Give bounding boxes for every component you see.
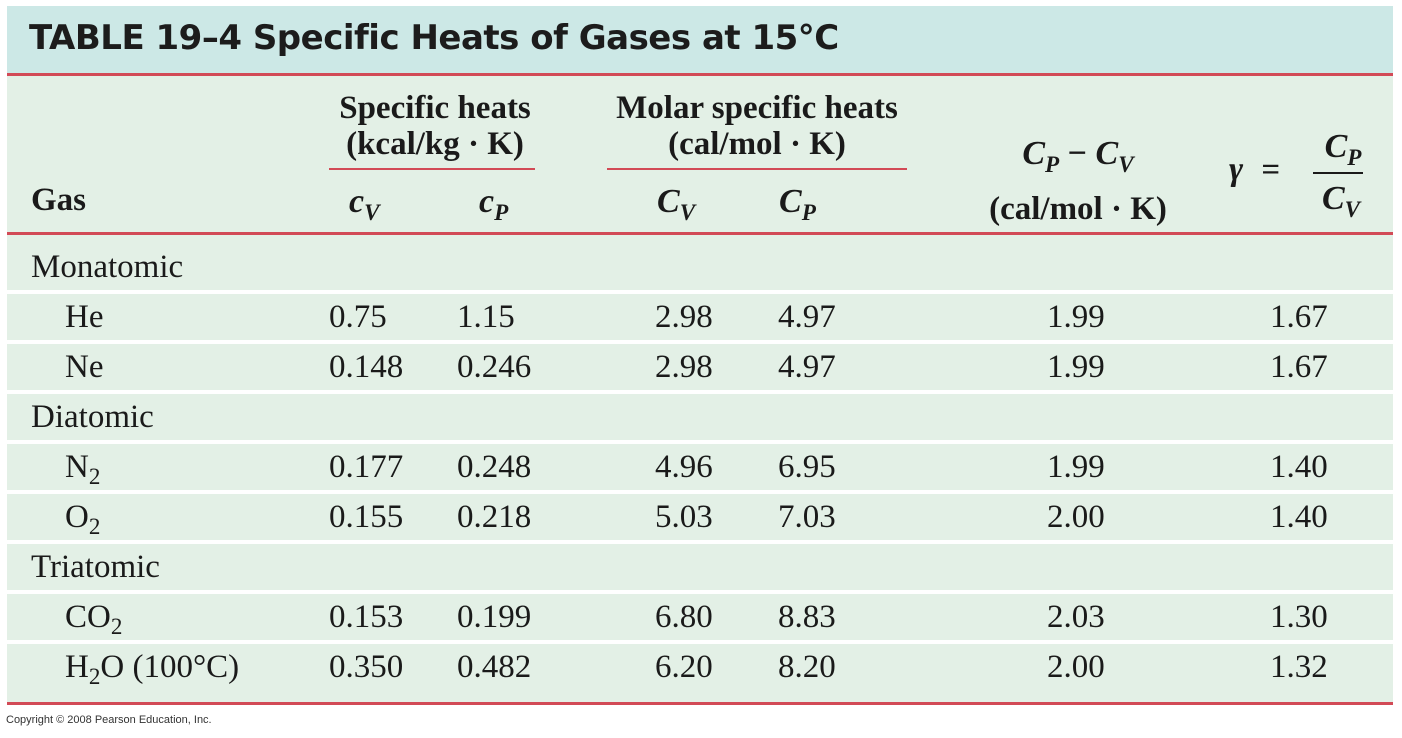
gamma-value: 1.32 bbox=[1270, 649, 1328, 685]
group-row-monatomic: Monatomic bbox=[7, 244, 1393, 290]
gamma-value: 1.67 bbox=[1270, 299, 1328, 335]
gamma-value: 1.40 bbox=[1270, 449, 1328, 485]
header-molar-specific-heats: Molar specific heats (cal/mol · K) bbox=[605, 90, 909, 162]
difference-value: 1.99 bbox=[1047, 449, 1105, 485]
gas-name: CO2 bbox=[65, 599, 123, 639]
molar-cv-value: 6.20 bbox=[655, 649, 713, 685]
group-label: Diatomic bbox=[31, 399, 154, 435]
cv-value: 0.177 bbox=[329, 449, 404, 485]
molar-cv-value: 2.98 bbox=[655, 299, 713, 335]
header-specific-heats: Specific heats (kcal/kg · K) bbox=[325, 90, 545, 162]
gamma-value: 1.67 bbox=[1270, 349, 1328, 385]
gas-name: H2O (100°C) bbox=[65, 649, 240, 689]
difference-value: 2.00 bbox=[1047, 649, 1105, 685]
gamma-value: 1.30 bbox=[1270, 599, 1328, 635]
molar-cv-value: 4.96 bbox=[655, 449, 713, 485]
header-cv-upper: CV bbox=[657, 183, 696, 227]
gamma-fraction-line bbox=[1313, 172, 1363, 174]
molar-cp-value: 7.03 bbox=[778, 499, 836, 535]
copyright-notice: Copyright © 2008 Pearson Education, Inc. bbox=[6, 714, 212, 726]
group-label: Triatomic bbox=[31, 549, 160, 585]
header-cp-minus-cv: CP − CV (cal/mol · K) bbox=[973, 136, 1183, 228]
difference-value: 1.99 bbox=[1047, 299, 1105, 335]
header-diff-units: (cal/mol · K) bbox=[989, 191, 1167, 228]
gamma-denominator: CV bbox=[1321, 180, 1361, 224]
bottom-rule bbox=[7, 702, 1393, 705]
header-cp-lower: cP bbox=[479, 183, 509, 227]
gas-name: He bbox=[65, 299, 104, 335]
cp-value: 0.482 bbox=[457, 649, 532, 685]
cv-value: 0.350 bbox=[329, 649, 404, 685]
cv-value: 0.75 bbox=[329, 299, 387, 335]
cv-value: 0.155 bbox=[329, 499, 404, 535]
header-gamma: γ = bbox=[1229, 151, 1281, 189]
difference-value: 1.99 bbox=[1047, 349, 1105, 385]
header-cp-upper: CP bbox=[779, 183, 816, 227]
molar-cp-value: 8.20 bbox=[778, 649, 836, 685]
gas-name: N2 bbox=[65, 449, 101, 489]
header-gas: Gas bbox=[31, 182, 87, 218]
group-row-diatomic: Diatomic bbox=[7, 390, 1393, 440]
group-row-triatomic: Triatomic bbox=[7, 540, 1393, 590]
cp-value: 0.246 bbox=[457, 349, 532, 385]
molar-cp-value: 6.95 bbox=[778, 449, 836, 485]
table-row: Ne 0.148 0.246 2.98 4.97 1.99 1.67 bbox=[7, 340, 1393, 390]
table-row: O2 0.155 0.218 5.03 7.03 2.00 1.40 bbox=[7, 490, 1393, 540]
specific-heats-table: TABLE 19–4 Specific Heats of Gases at 15… bbox=[7, 6, 1393, 705]
table-row: H2O (100°C) 0.350 0.482 6.20 8.20 2.00 1… bbox=[7, 640, 1393, 690]
difference-value: 2.00 bbox=[1047, 499, 1105, 535]
molar-cp-value: 4.97 bbox=[778, 299, 836, 335]
cp-value: 1.15 bbox=[457, 299, 515, 335]
gas-name: O2 bbox=[65, 499, 101, 539]
table-row: He 0.75 1.15 2.98 4.97 1.99 1.67 bbox=[7, 290, 1393, 340]
cp-value: 0.218 bbox=[457, 499, 532, 535]
gamma-numerator: CP bbox=[1324, 128, 1362, 172]
molar-cp-value: 8.83 bbox=[778, 599, 836, 635]
group-label: Monatomic bbox=[31, 249, 184, 285]
title-bar: TABLE 19–4 Specific Heats of Gases at 15… bbox=[7, 6, 1393, 74]
table-title: TABLE 19–4 Specific Heats of Gases at 15… bbox=[29, 18, 839, 58]
gas-name: Ne bbox=[65, 349, 104, 385]
molar-cv-value: 5.03 bbox=[655, 499, 713, 535]
table-row: CO2 0.153 0.199 6.80 8.83 2.03 1.30 bbox=[7, 590, 1393, 640]
cv-value: 0.153 bbox=[329, 599, 404, 635]
difference-value: 2.03 bbox=[1047, 599, 1105, 635]
table-row: N2 0.177 0.248 4.96 6.95 1.99 1.40 bbox=[7, 440, 1393, 490]
header-molar-units: (cal/mol · K) bbox=[668, 126, 846, 162]
gamma-value: 1.40 bbox=[1270, 499, 1328, 535]
molar-heats-underline bbox=[607, 168, 907, 170]
cv-value: 0.148 bbox=[329, 349, 404, 385]
header-cv-lower: cV bbox=[349, 183, 380, 227]
cp-value: 0.248 bbox=[457, 449, 532, 485]
header-specific-heats-units: (kcal/kg · K) bbox=[346, 126, 524, 162]
header-rule bbox=[7, 232, 1393, 235]
title-rule bbox=[7, 73, 1393, 76]
molar-cp-value: 4.97 bbox=[778, 349, 836, 385]
molar-cv-value: 6.80 bbox=[655, 599, 713, 635]
molar-cv-value: 2.98 bbox=[655, 349, 713, 385]
cp-value: 0.199 bbox=[457, 599, 532, 635]
specific-heats-underline bbox=[329, 168, 535, 170]
